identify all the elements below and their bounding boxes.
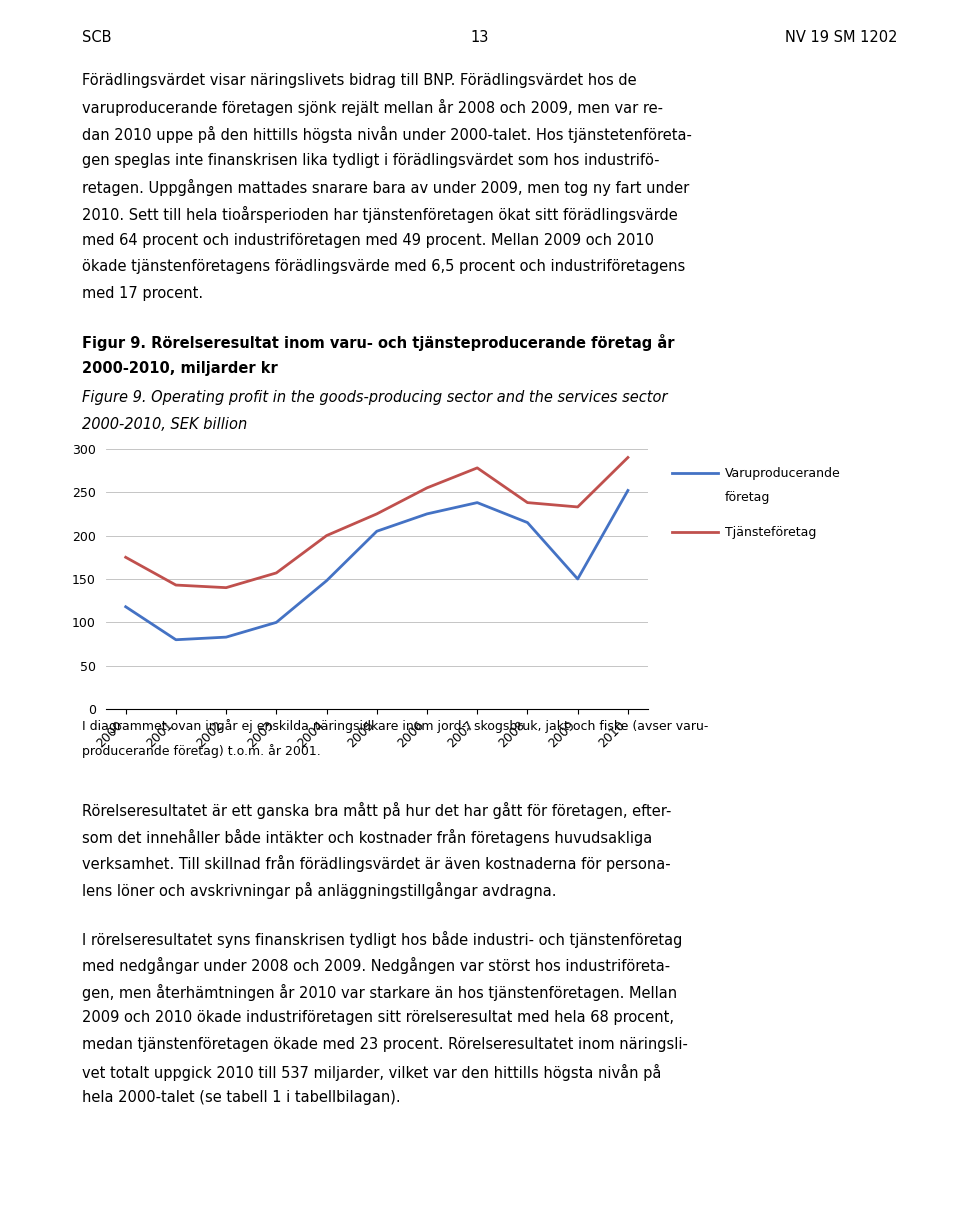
Text: Förädlingsvärdet visar näringslivets bidrag till BNP. Förädlingsvärdet hos de: Förädlingsvärdet visar näringslivets bid… (82, 73, 636, 87)
Text: företag: företag (725, 490, 770, 504)
Text: medan tjänstenföretagen ökade med 23 procent. Rörelseresultatet inom näringsli-: medan tjänstenföretagen ökade med 23 pro… (82, 1037, 687, 1052)
Text: 13: 13 (470, 30, 490, 45)
Text: I diagrammet ovan ingår ej enskilda näringsidkare inom jord-, skogsbruk, jakt oc: I diagrammet ovan ingår ej enskilda näri… (82, 719, 708, 733)
Text: med 64 procent och industriföretagen med 49 procent. Mellan 2009 och 2010: med 64 procent och industriföretagen med… (82, 233, 654, 247)
Text: lens löner och avskrivningar på anläggningstillgångar avdragna.: lens löner och avskrivningar på anläggni… (82, 882, 556, 899)
Text: verksamhet. Till skillnad från förädlingsvärdet är även kostnaderna för persona-: verksamhet. Till skillnad från förädling… (82, 855, 670, 872)
Text: producerande företag) t.o.m. år 2001.: producerande företag) t.o.m. år 2001. (82, 745, 321, 758)
Text: Rörelseresultatet är ett ganska bra mått på hur det har gått för företagen, efte: Rörelseresultatet är ett ganska bra mått… (82, 802, 671, 819)
Text: retagen. Uppgången mattades snarare bara av under 2009, men tog ny fart under: retagen. Uppgången mattades snarare bara… (82, 179, 689, 196)
Text: vet totalt uppgick 2010 till 537 miljarder, vilket var den hittills högsta nivån: vet totalt uppgick 2010 till 537 miljard… (82, 1063, 661, 1080)
Text: Tjänsteföretag: Tjänsteföretag (725, 526, 816, 539)
Text: 2000-2010, SEK billion: 2000-2010, SEK billion (82, 417, 247, 432)
Text: Figur 9. Rörelseresultat inom varu- och tjänsteproducerande företag år: Figur 9. Rörelseresultat inom varu- och … (82, 334, 674, 351)
Text: gen, men återhämtningen år 2010 var starkare än hos tjänstenföretagen. Mellan: gen, men återhämtningen år 2010 var star… (82, 983, 677, 1000)
Text: dan 2010 uppe på den hittills högsta nivån under 2000-talet. Hos tjänstetenföret: dan 2010 uppe på den hittills högsta niv… (82, 126, 691, 143)
Text: SCB: SCB (82, 30, 111, 45)
Text: ökade tjänstenföretagens förädlingsvärde med 6,5 procent och industriföretagens: ökade tjänstenföretagens förädlingsvärde… (82, 259, 684, 274)
Text: 2009 och 2010 ökade industriföretagen sitt rörelseresultat med hela 68 procent,: 2009 och 2010 ökade industriföretagen si… (82, 1010, 674, 1026)
Text: med 17 procent.: med 17 procent. (82, 286, 203, 300)
Text: med nedgångar under 2008 och 2009. Nedgången var störst hos industriföreta-: med nedgångar under 2008 och 2009. Nedgå… (82, 957, 670, 974)
Text: som det innehåller både intäkter och kostnader från företagens huvudsakliga: som det innehåller både intäkter och kos… (82, 828, 652, 845)
Text: 2000-2010, miljarder kr: 2000-2010, miljarder kr (82, 361, 277, 375)
Text: 2010. Sett till hela tioårsperioden har tjänstenföretagen ökat sitt förädlingsvä: 2010. Sett till hela tioårsperioden har … (82, 206, 678, 223)
Text: gen speglas inte finanskrisen lika tydligt i förädlingsvärdet som hos industrifö: gen speglas inte finanskrisen lika tydli… (82, 153, 660, 167)
Text: NV 19 SM 1202: NV 19 SM 1202 (785, 30, 898, 45)
Text: Varuproducerande: Varuproducerande (725, 467, 841, 480)
Text: varuproducerande företagen sjönk rejält mellan år 2008 och 2009, men var re-: varuproducerande företagen sjönk rejält … (82, 99, 662, 116)
Text: hela 2000-talet (se tabell 1 i tabellbilagan).: hela 2000-talet (se tabell 1 i tabellbil… (82, 1090, 400, 1106)
Text: Figure 9. Operating profit in the goods-producing sector and the services sector: Figure 9. Operating profit in the goods-… (82, 390, 667, 406)
Text: I rörelseresultatet syns finanskrisen tydligt hos både industri- och tjänstenför: I rörelseresultatet syns finanskrisen ty… (82, 930, 682, 947)
